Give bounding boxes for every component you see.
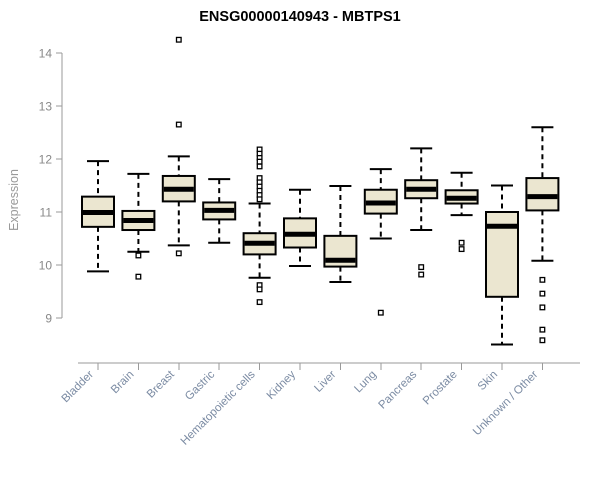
boxplot-item xyxy=(81,160,115,273)
outlier-point xyxy=(377,309,384,316)
outlier-point xyxy=(539,276,546,283)
y-tick-label: 14 xyxy=(39,47,53,61)
outlier-point xyxy=(539,326,546,333)
boxplot-item xyxy=(404,147,439,278)
page-title: ENSG00000140943 - MBTPS1 xyxy=(199,9,401,25)
outlier-point xyxy=(418,264,425,271)
outlier-point xyxy=(135,273,142,280)
outlier-point xyxy=(256,158,263,165)
outlier-point xyxy=(458,246,465,253)
boxplot-item xyxy=(444,171,479,253)
boxplot-item xyxy=(121,172,156,280)
outlier-point xyxy=(539,304,546,311)
outlier-point xyxy=(418,271,425,278)
y-tick-label: 12 xyxy=(39,153,53,167)
outlier-point xyxy=(175,121,182,128)
boxplot-item xyxy=(283,188,317,268)
y-axis-label: Expression xyxy=(7,169,21,231)
boxplot-item xyxy=(202,178,237,244)
y-axis: 9 10 11 12 13 14 xyxy=(39,47,63,326)
boxplot-item xyxy=(363,168,398,316)
outlier-point xyxy=(256,196,263,203)
box-series xyxy=(81,36,560,346)
x-axis xyxy=(78,362,580,370)
y-tick-label: 11 xyxy=(40,206,53,220)
outlier-point xyxy=(175,36,182,43)
y-tick-label: 9 xyxy=(45,312,52,326)
outlier-point xyxy=(539,337,546,344)
outlier-point xyxy=(256,163,263,170)
outlier-point xyxy=(539,290,546,297)
boxplot-item xyxy=(525,126,560,344)
outlier-point xyxy=(135,252,142,259)
boxplot-item xyxy=(242,146,277,306)
outlier-point xyxy=(175,250,182,257)
boxplot-item xyxy=(485,184,519,346)
y-tick-label: 10 xyxy=(39,259,53,273)
boxplot-item xyxy=(161,36,196,257)
outlier-point xyxy=(256,286,263,293)
outlier-point xyxy=(458,239,465,246)
outlier-point xyxy=(256,299,263,306)
boxplot-item xyxy=(323,185,358,283)
y-tick-label: 13 xyxy=(39,100,53,114)
